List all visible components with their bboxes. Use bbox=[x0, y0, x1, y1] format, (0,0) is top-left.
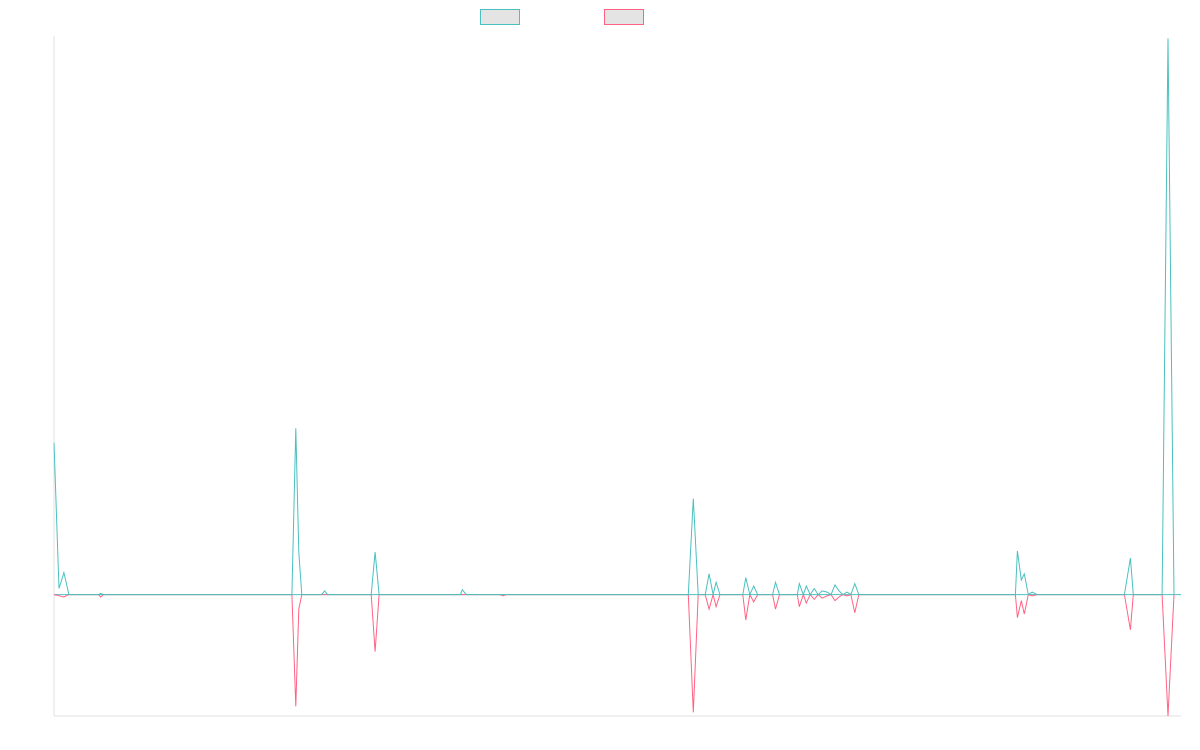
legend-series-1-swatch[interactable] bbox=[480, 9, 520, 25]
series-2-line bbox=[53, 592, 1175, 717]
series-layer bbox=[53, 38, 1181, 717]
series-1-line bbox=[53, 38, 1175, 597]
legend-series-2-swatch[interactable] bbox=[604, 9, 644, 25]
